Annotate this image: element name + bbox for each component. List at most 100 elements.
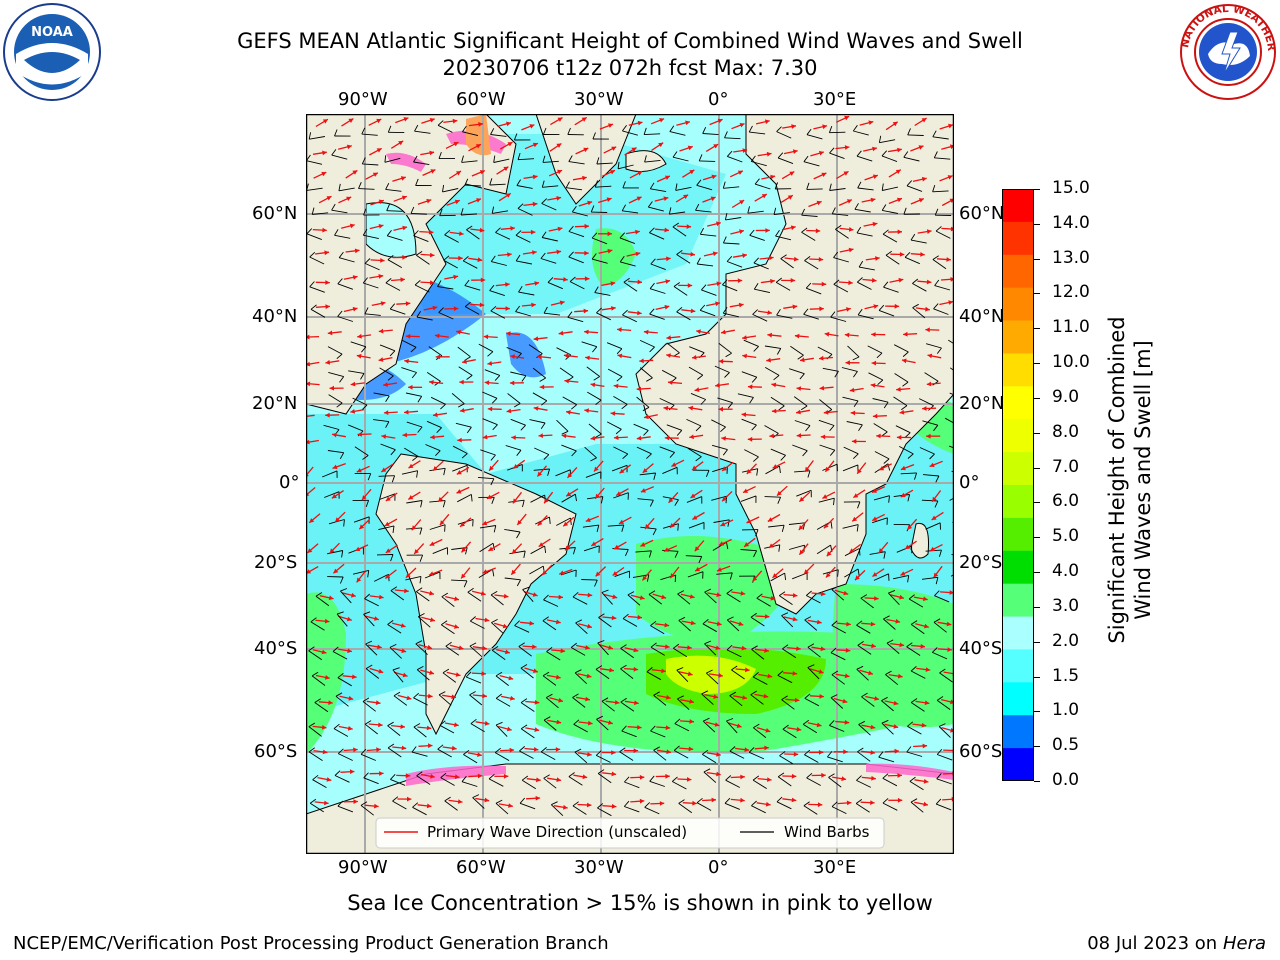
wind-barb	[352, 397, 368, 406]
wind-barb-feather	[878, 304, 885, 311]
wind-barb-feather	[722, 279, 728, 286]
wind-barb	[464, 306, 480, 315]
wave-direction-arrowhead	[710, 196, 716, 201]
wave-direction-arrowhead	[666, 256, 671, 262]
wind-barb-feather	[829, 720, 835, 726]
wave-direction-arrowhead	[872, 413, 878, 419]
wind-barb-feather	[774, 182, 779, 190]
wind-barb-feather	[934, 590, 940, 597]
wind-barb-feather	[725, 352, 732, 358]
wind-barb	[482, 391, 498, 399]
wave-direction-arrowhead	[537, 354, 542, 360]
wave-direction-arrowhead	[606, 197, 612, 202]
wind-barb-feather	[696, 257, 701, 265]
wind-barb	[587, 391, 602, 401]
wave-direction-arrowhead	[796, 726, 802, 732]
wind-barb-feather	[882, 229, 889, 235]
wave-direction-arrowhead	[482, 520, 488, 526]
wave-direction-arrowhead	[611, 771, 617, 777]
wave-direction-arrowhead	[816, 200, 822, 206]
wind-barb-feather	[727, 402, 733, 409]
colorbar-tick-label: 1.5	[1052, 665, 1080, 686]
wind-barb-feather	[752, 775, 760, 781]
wave-direction-arrowhead	[664, 622, 670, 628]
wind-barb-feather	[650, 725, 656, 732]
wind-barb	[493, 158, 510, 163]
wave-direction-arrowhead	[402, 225, 408, 231]
hudson-bay-water	[365, 202, 417, 258]
wind-barb-feather	[806, 128, 812, 135]
wind-barb	[310, 621, 325, 631]
wind-barb-feather	[411, 746, 417, 753]
wind-barb-feather	[620, 697, 627, 703]
wave-direction-arrowhead	[533, 336, 539, 342]
wave-direction-arrowhead	[510, 695, 515, 701]
wave-direction-arrowhead	[517, 520, 522, 525]
wind-barb	[743, 339, 759, 347]
wave-direction-arrowhead	[435, 354, 441, 360]
wind-barb-feather	[364, 593, 371, 600]
wave-direction-arrowhead	[637, 171, 643, 176]
wind-barb	[333, 728, 349, 737]
wave-direction-arrowhead	[718, 541, 724, 546]
wind-barb	[678, 620, 692, 632]
wave-direction-arrowhead	[505, 306, 510, 311]
wind-barb	[581, 579, 598, 581]
wind-barb	[425, 444, 441, 452]
wind-barb	[935, 230, 951, 239]
vector-field-layer	[306, 115, 954, 817]
wave-direction-arrowhead	[476, 198, 481, 203]
wind-barb	[659, 397, 675, 406]
wind-barb-feather	[695, 456, 702, 462]
wave-direction-arrowhead	[663, 196, 669, 201]
wave-direction-arrowhead	[331, 493, 337, 499]
wind-barb	[921, 499, 938, 502]
wind-barb-feather	[418, 613, 425, 618]
wind-barb	[741, 371, 757, 378]
wind-barb-feather	[336, 402, 343, 408]
wind-barb	[624, 806, 640, 813]
wind-barb-feather	[781, 695, 788, 700]
wind-barb	[534, 447, 550, 456]
wind-barb-feather	[622, 181, 626, 189]
wind-barb-feather	[489, 178, 493, 186]
wave-direction-arrowhead	[611, 306, 616, 311]
wind-barb-feather	[590, 205, 595, 213]
wave-direction-arrowhead	[690, 251, 695, 257]
wind-barb-feather	[778, 544, 781, 552]
colorbar-swatch	[1002, 320, 1034, 354]
wind-barb-feather	[361, 157, 366, 165]
wind-barb	[353, 516, 370, 523]
wave-direction-arrowhead	[640, 488, 646, 493]
wave-direction-arrowhead	[872, 488, 877, 493]
wind-barb-feather	[903, 151, 909, 158]
wave-direction-arrowhead	[456, 171, 461, 176]
wave-direction-arrowhead	[845, 648, 851, 653]
colorbar-tick-mark	[1034, 572, 1040, 574]
wind-barb-feather	[411, 372, 417, 379]
wind-barb-feather	[731, 665, 738, 671]
wave-direction-arrowhead	[511, 435, 516, 440]
wave-direction-arrowhead	[483, 334, 489, 340]
wind-barb	[854, 208, 871, 213]
wind-barb-feather	[617, 161, 620, 169]
wave-direction-arrowhead	[408, 495, 414, 500]
wind-barb	[883, 286, 899, 293]
wave-direction-arrowhead	[408, 463, 414, 469]
wind-barb-feather	[908, 594, 915, 600]
wave-direction-arrowhead	[872, 174, 878, 179]
wind-barb	[614, 570, 630, 578]
wind-barb-feather	[442, 500, 446, 508]
wind-barb-feather	[907, 575, 910, 583]
wind-barb	[472, 797, 485, 809]
wave-direction-arrowhead	[846, 199, 852, 204]
wind-barb	[804, 698, 820, 707]
wave-direction-arrowhead	[901, 358, 907, 364]
wind-barb	[405, 392, 422, 397]
wave-direction-arrowhead	[381, 467, 387, 472]
wind-barb-feather	[643, 430, 649, 436]
wind-barb	[804, 754, 819, 763]
wind-barb	[782, 648, 797, 658]
wave-direction-arrowhead	[439, 520, 445, 526]
wind-barb	[751, 805, 766, 814]
